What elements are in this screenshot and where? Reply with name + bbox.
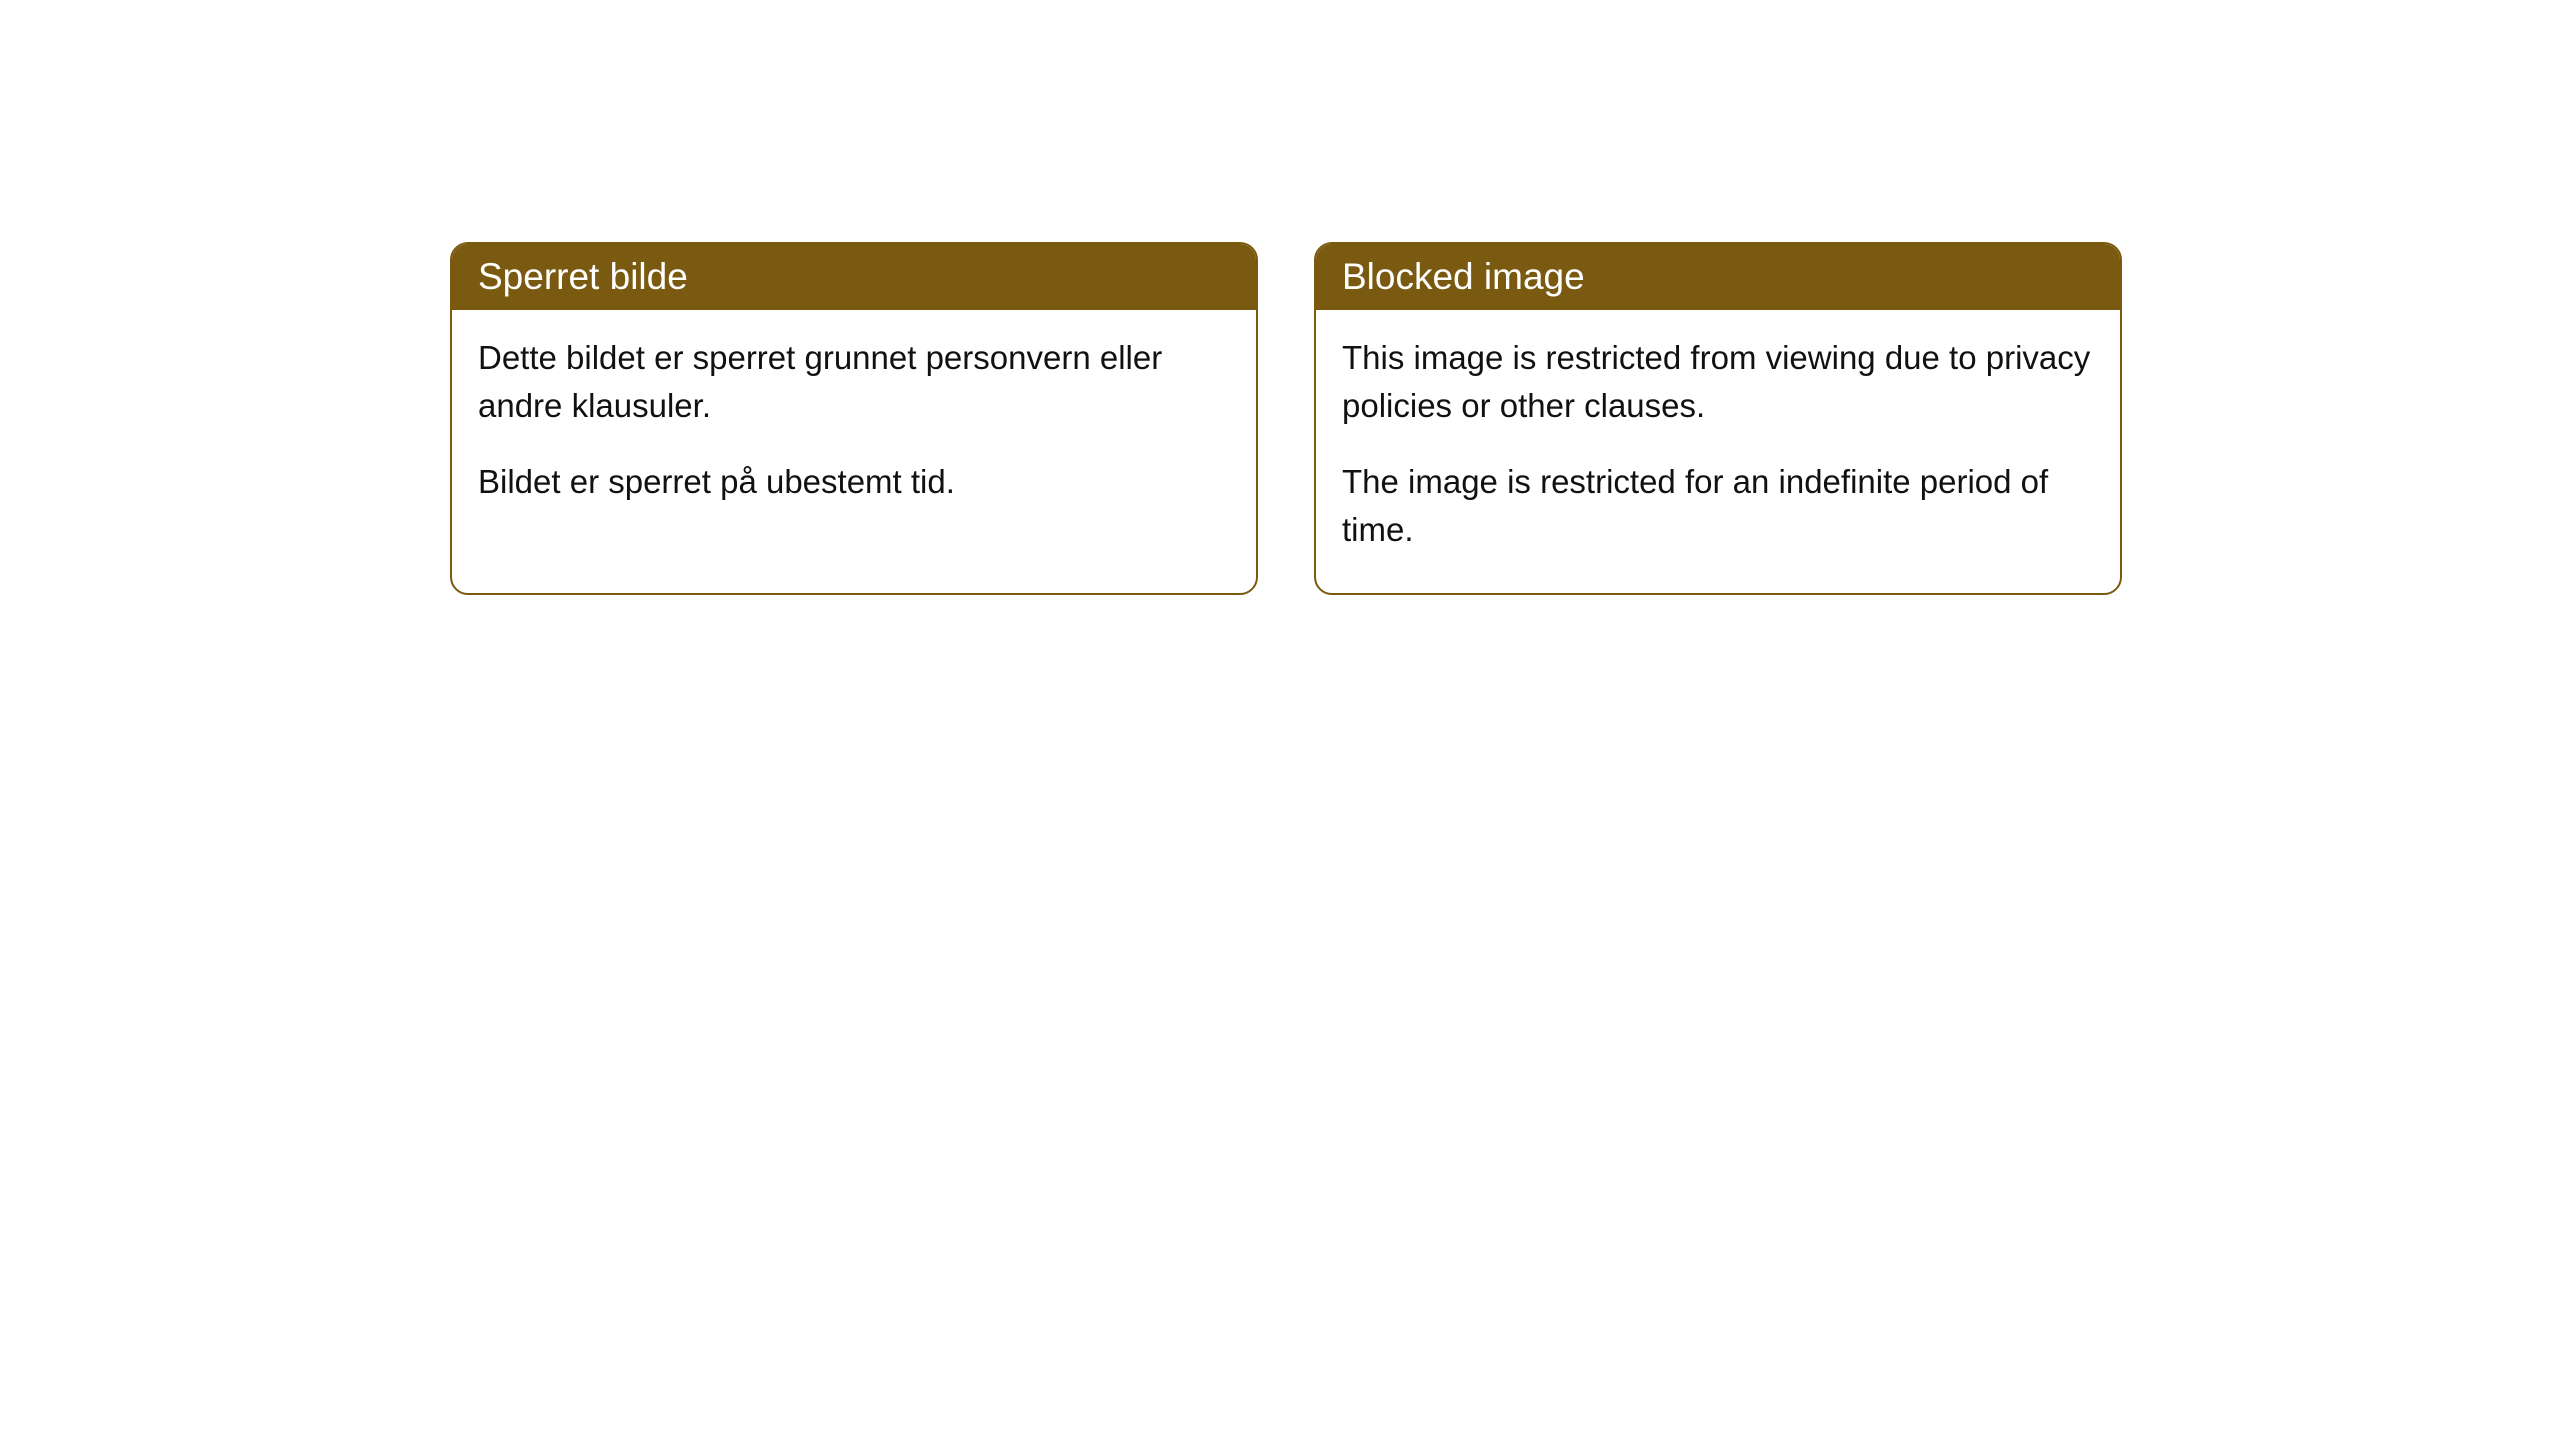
card-title: Sperret bilde xyxy=(478,256,688,297)
notice-card-norwegian: Sperret bilde Dette bildet er sperret gr… xyxy=(450,242,1258,595)
card-header: Sperret bilde xyxy=(452,244,1256,310)
notice-card-english: Blocked image This image is restricted f… xyxy=(1314,242,2122,595)
card-body: Dette bildet er sperret grunnet personve… xyxy=(452,310,1256,546)
card-paragraph: Bildet er sperret på ubestemt tid. xyxy=(478,458,1230,506)
notice-cards-container: Sperret bilde Dette bildet er sperret gr… xyxy=(450,242,2122,595)
card-header: Blocked image xyxy=(1316,244,2120,310)
card-body: This image is restricted from viewing du… xyxy=(1316,310,2120,593)
card-paragraph: This image is restricted from viewing du… xyxy=(1342,334,2094,430)
card-paragraph: Dette bildet er sperret grunnet personve… xyxy=(478,334,1230,430)
card-paragraph: The image is restricted for an indefinit… xyxy=(1342,458,2094,554)
card-title: Blocked image xyxy=(1342,256,1585,297)
